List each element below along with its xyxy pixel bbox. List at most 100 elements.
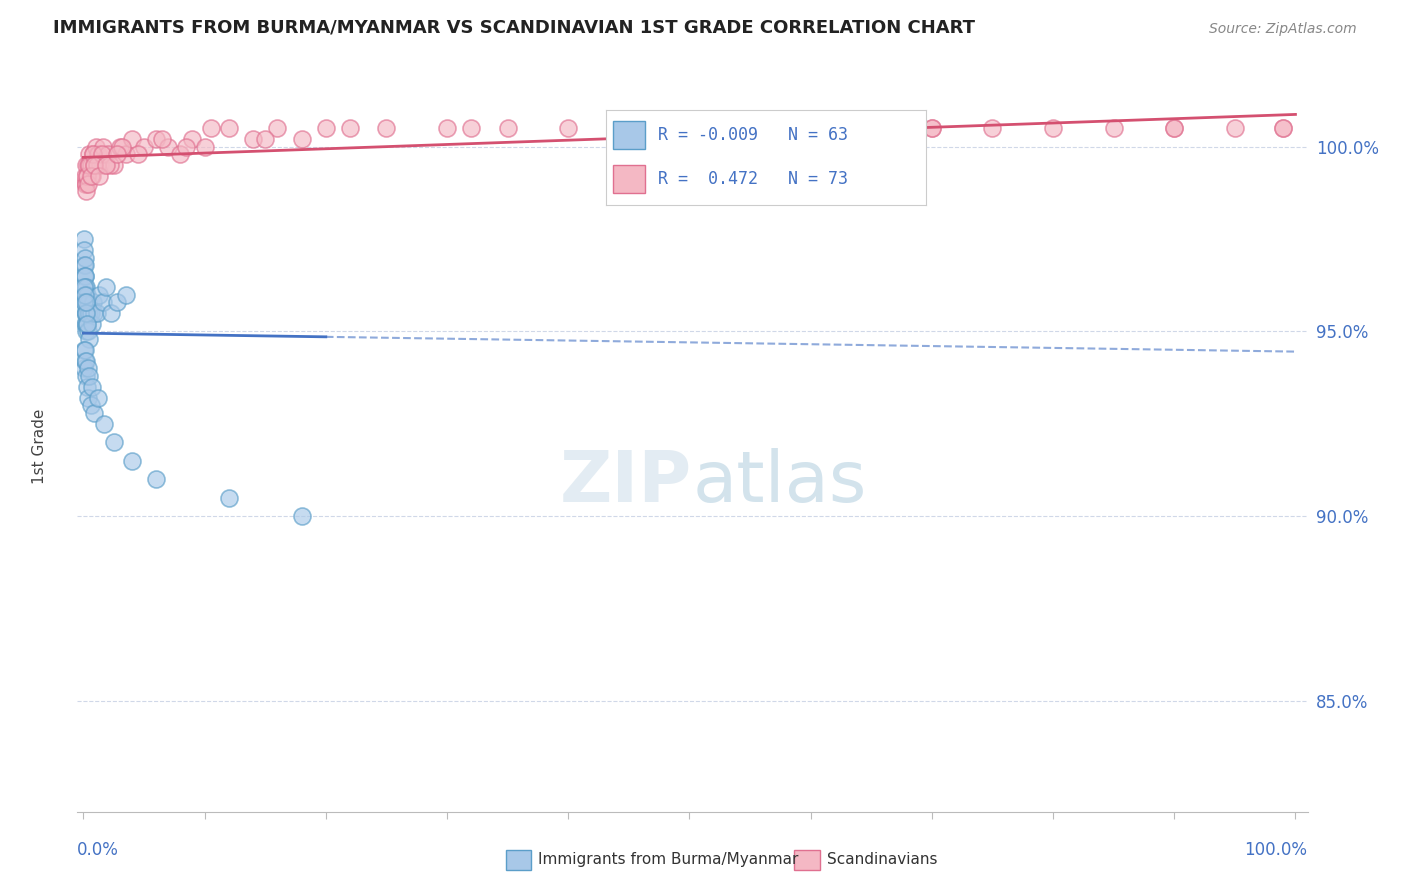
Point [114,287,136,301]
Text: Immigrants from Burma/Myanmar: Immigrants from Burma/Myanmar [538,853,799,867]
Point [75,280,97,294]
Point [91,294,114,309]
Point [132,140,155,154]
Point [75,177,97,191]
Point [80,317,103,331]
Point [76,361,98,376]
Point [73,287,96,301]
Point [83,158,105,172]
Point [1223,121,1246,136]
Text: ZIP: ZIP [560,448,693,517]
Point [290,509,312,524]
Point [921,121,943,136]
Point [97,147,120,161]
Point [89,158,111,172]
Point [80,380,103,394]
Point [73,317,96,331]
Point [96,280,118,294]
Point [1163,121,1185,136]
Point [436,121,458,136]
Point [83,158,105,172]
Point [218,491,240,505]
Point [176,140,198,154]
Text: Source: ZipAtlas.com: Source: ZipAtlas.com [1209,22,1357,37]
Point [218,121,240,136]
Point [75,158,97,172]
Point [114,147,136,161]
Point [242,132,264,146]
Point [79,158,101,172]
Point [678,121,700,136]
Point [921,121,943,136]
Point [79,306,101,320]
Point [75,184,97,198]
Point [181,132,204,146]
Text: IMMIGRANTS FROM BURMA/MYANMAR VS SCANDINAVIAN 1ST GRADE CORRELATION CHART: IMMIGRANTS FROM BURMA/MYANMAR VS SCANDIN… [53,19,974,37]
Point [90,147,112,161]
Point [75,354,97,368]
Point [77,294,100,309]
Point [339,121,361,136]
Point [73,361,96,376]
Point [121,132,143,146]
Point [87,391,110,405]
Point [82,147,104,161]
Text: 1st Grade: 1st Grade [31,409,46,483]
Point [75,368,97,383]
Point [73,232,96,246]
Point [87,147,110,161]
Point [150,132,173,146]
Point [73,294,96,309]
Point [75,294,97,309]
Point [79,332,101,346]
Point [83,406,105,420]
Point [73,287,96,301]
Point [73,258,96,272]
Point [73,268,96,283]
Point [76,317,98,331]
Point [73,354,96,368]
Point [89,287,111,301]
Point [254,132,277,146]
Point [94,158,117,172]
Point [75,169,97,184]
Point [79,147,101,161]
Point [800,121,823,136]
Text: 0.0%: 0.0% [77,841,120,859]
Point [73,177,96,191]
Point [75,294,97,309]
Point [375,121,398,136]
Point [1272,121,1295,136]
Point [75,306,97,320]
Point [860,121,883,136]
Point [108,140,131,154]
Point [76,169,98,184]
Point [73,251,96,265]
Point [105,147,128,161]
Point [496,121,519,136]
Point [73,268,96,283]
Point [73,244,96,258]
Point [75,268,97,283]
Point [557,121,579,136]
Point [678,121,700,136]
Point [266,121,288,136]
Point [73,343,96,357]
Point [127,147,149,161]
Point [93,417,115,431]
Point [111,140,134,154]
Point [79,158,101,172]
Point [79,169,101,184]
Point [103,158,125,172]
Point [76,306,98,320]
Point [121,454,143,468]
Point [82,294,104,309]
Point [981,121,1004,136]
Point [89,169,111,184]
Point [73,258,96,272]
Point [91,140,114,154]
Point [315,121,337,136]
Text: atlas: atlas [693,448,868,517]
Point [96,158,118,172]
Point [169,147,191,161]
